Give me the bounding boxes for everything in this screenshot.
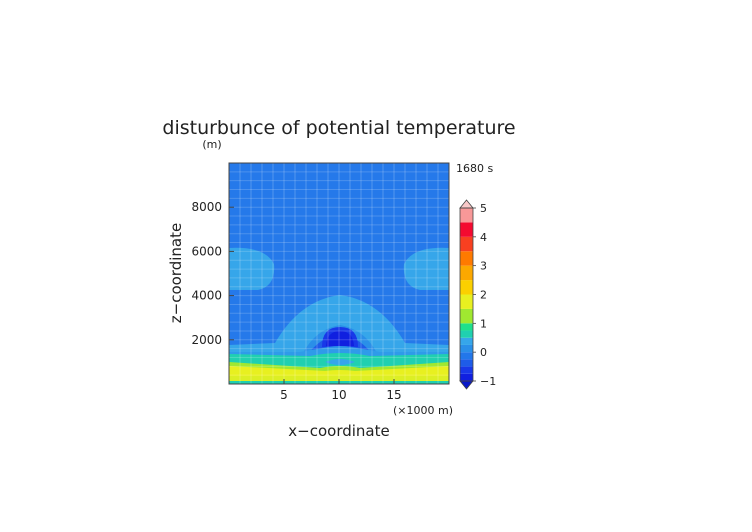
cold-core-inner [326, 331, 354, 346]
colorbar-tick-label: 2 [480, 289, 487, 302]
x-tick-label: 15 [386, 388, 401, 402]
colorbar-level [460, 236, 473, 252]
upper-left-pool [229, 247, 275, 290]
y-tick-label: 8000 [191, 200, 222, 214]
y-tick-label: 2000 [191, 333, 222, 347]
colorbar-level [460, 294, 473, 309]
x-axis-label: x−coordinate [288, 422, 389, 440]
time-label: 1680 s [456, 162, 493, 175]
grid [229, 163, 449, 384]
colorbar-under-arrow [459, 380, 474, 390]
colorbar-level [460, 323, 473, 331]
colorbar-level [460, 208, 473, 223]
y-axis-label: z−coordinate [167, 223, 185, 323]
x-tick-label: 5 [280, 388, 288, 402]
colorbar-tick-label: 3 [480, 260, 487, 273]
colorbar-level [460, 265, 473, 281]
y-tick-label: 6000 [191, 244, 222, 258]
colorbar-over-arrow [459, 199, 474, 209]
colorbar-level [460, 352, 473, 360]
x-tick-label: 10 [331, 388, 346, 402]
colorbar-tick-label: 0 [480, 346, 487, 359]
plot-area [229, 163, 449, 384]
x-axis: 5 10 15 [280, 379, 402, 402]
colorbar-level [460, 308, 473, 324]
colorbar-level [460, 280, 473, 295]
colorbar-level [460, 330, 473, 338]
teal-notch [325, 359, 355, 365]
y-tick-label: 4000 [191, 289, 222, 303]
colorbar-level [460, 359, 473, 367]
y-axis: 2000 4000 6000 8000 [191, 200, 234, 347]
colorbar-level [460, 337, 473, 345]
colorbar-level [460, 373, 473, 381]
chart-title: disturbunce of potential temperature [162, 117, 515, 139]
upper-right-pool [403, 247, 449, 290]
colorbar-level [460, 251, 473, 266]
x-unit-label: (×1000 m) [393, 404, 453, 417]
colorbar-tick-label: −1 [480, 375, 496, 388]
colorbar-tick-label: 1 [480, 317, 487, 330]
y-unit-label: (m) [202, 138, 221, 151]
colorbar: −1 0 1 2 3 4 5 [459, 199, 496, 390]
colorbar-tick-label: 4 [480, 231, 487, 244]
colorbar-level [460, 344, 473, 353]
colorbar-tick-label: 5 [480, 202, 487, 215]
colorbar-level [460, 222, 473, 237]
colorbar-level [460, 366, 473, 374]
